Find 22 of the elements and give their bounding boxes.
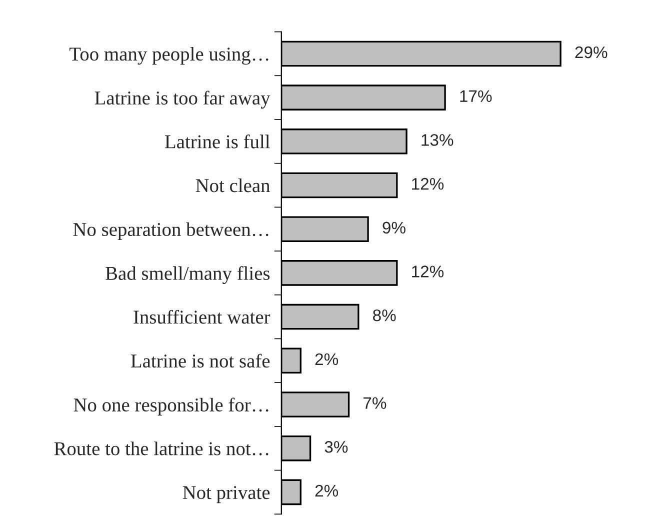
data-label: 8%	[373, 309, 396, 322]
y-tick-label: Route to the latrine is not…	[54, 442, 268, 456]
data-label: 29%	[575, 46, 608, 58]
y-tick-label: Insufficient water	[134, 310, 270, 324]
data-label: 12%	[412, 266, 444, 278]
data-label: 7%	[364, 397, 386, 409]
y-tick-label: Latrine is full	[165, 134, 270, 148]
y-tick-label: No one responsible for…	[74, 398, 268, 416]
data-label: 13%	[422, 134, 454, 146]
y-tick-label: Bad smell/many flies	[106, 266, 270, 284]
data-label: 9%	[382, 222, 406, 234]
y-tick-label: Not clean	[196, 178, 270, 192]
data-label: 17%	[460, 90, 492, 102]
data-label: 3%	[324, 441, 348, 453]
data-label: 12%	[412, 178, 444, 190]
y-tick-label: Latrine is not safe	[131, 354, 270, 368]
data-label: 2%	[315, 484, 338, 497]
y-tick-label: Too many people using…	[69, 46, 268, 65]
y-tick-label: No separation between…	[73, 222, 268, 240]
data-label: 2%	[315, 353, 338, 366]
y-tick-label: Not private	[182, 486, 270, 504]
y-tick-label: Latrine is too far away	[94, 90, 270, 109]
